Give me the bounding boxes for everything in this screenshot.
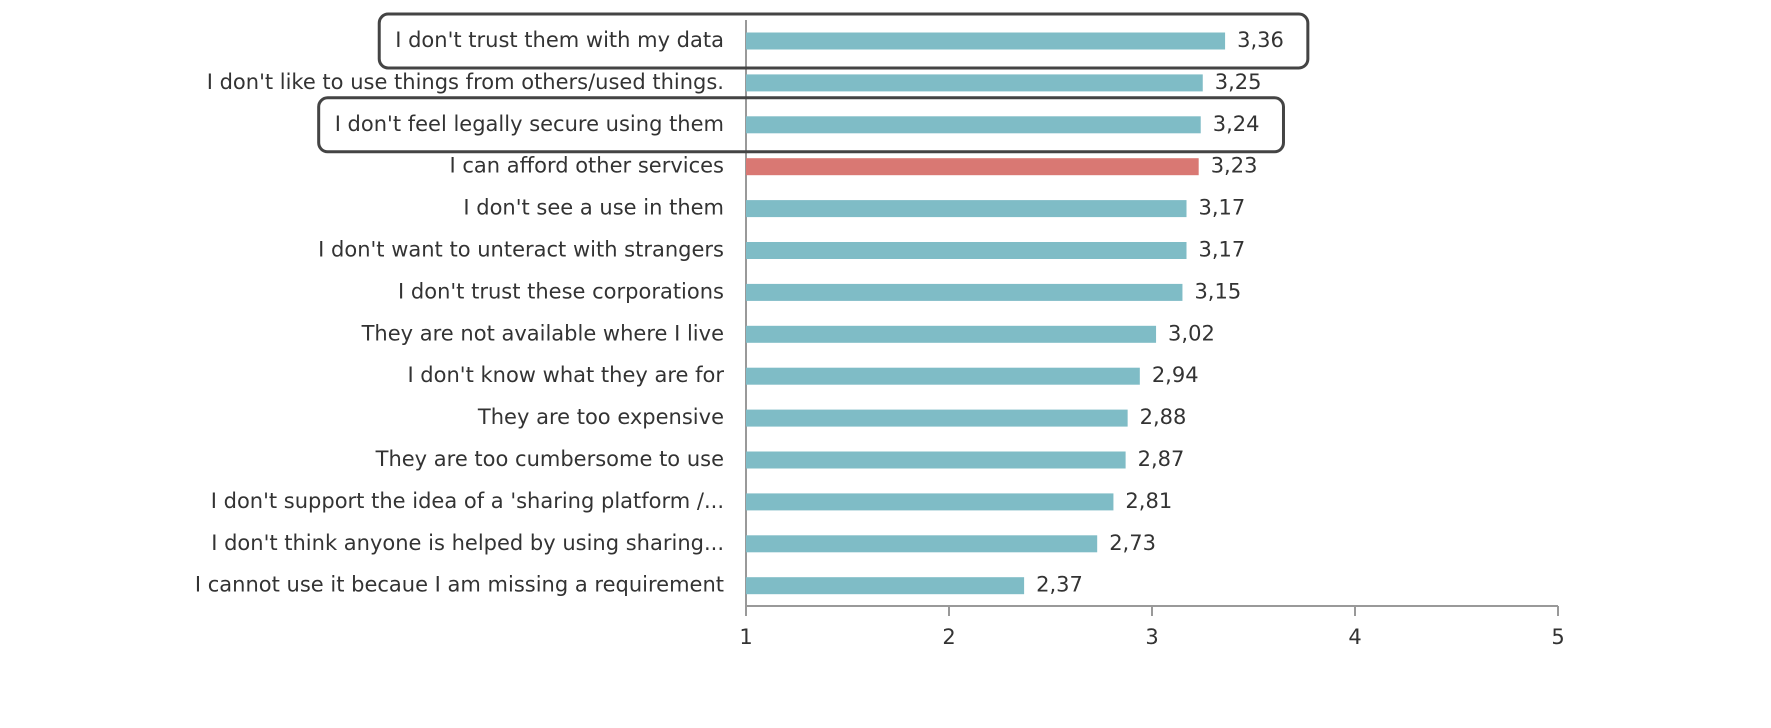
x-tick-label: 4 xyxy=(1348,625,1361,649)
category-label: I don't feel legally secure using them xyxy=(335,112,724,136)
value-label: 2,87 xyxy=(1138,447,1185,471)
category-label: I don't trust these corporations xyxy=(398,279,724,303)
category-label: I don't think anyone is helped by using … xyxy=(211,531,724,555)
category-label: I cannot use it becaue I am missing a re… xyxy=(195,573,724,597)
value-label: 3,02 xyxy=(1168,321,1215,345)
highlight-box xyxy=(317,96,1285,154)
bar xyxy=(746,200,1187,218)
highlight-box xyxy=(377,12,1310,70)
x-tick-label: 2 xyxy=(942,625,955,649)
bar xyxy=(746,32,1226,50)
x-tick-label: 5 xyxy=(1551,625,1564,649)
category-label: I don't want to unteract with strangers xyxy=(318,238,724,262)
value-label: 2,73 xyxy=(1109,531,1156,555)
bar xyxy=(746,158,1199,176)
value-label: 2,88 xyxy=(1140,405,1187,429)
bar xyxy=(746,367,1140,385)
category-label: I don't support the idea of a 'sharing p… xyxy=(211,489,724,513)
x-tick-label: 1 xyxy=(739,625,752,649)
category-label: I don't like to use things from others/u… xyxy=(207,70,724,94)
category-label: I don't trust them with my data xyxy=(395,28,724,52)
category-label: I don't see a use in them xyxy=(463,196,724,220)
bar xyxy=(746,116,1201,134)
bar xyxy=(746,242,1187,259)
category-label: They are not available where I live xyxy=(361,321,724,345)
value-label: 2,81 xyxy=(1125,489,1172,513)
value-label: 3,17 xyxy=(1199,196,1246,220)
bar xyxy=(746,283,1183,301)
bar xyxy=(746,74,1203,92)
value-label: 3,25 xyxy=(1215,70,1262,94)
category-label: I don't know what they are for xyxy=(407,363,724,387)
category-label: I can afford other services xyxy=(449,154,724,178)
x-tick-label: 3 xyxy=(1145,625,1158,649)
category-label: They are too expensive xyxy=(477,405,724,429)
value-label: 3,23 xyxy=(1211,154,1258,178)
value-label: 3,36 xyxy=(1237,28,1284,52)
bar xyxy=(746,535,1098,553)
value-label: 2,37 xyxy=(1036,573,1083,597)
bar xyxy=(746,451,1126,469)
bar xyxy=(746,577,1025,595)
bar xyxy=(746,493,1114,511)
value-label: 2,94 xyxy=(1152,363,1199,387)
value-label: 3,15 xyxy=(1194,279,1241,303)
value-label: 3,17 xyxy=(1199,238,1246,262)
value-label: 3,24 xyxy=(1213,112,1260,136)
bar xyxy=(746,409,1128,427)
category-label: They are too cumbersome to use xyxy=(375,447,724,471)
bar xyxy=(746,325,1157,343)
